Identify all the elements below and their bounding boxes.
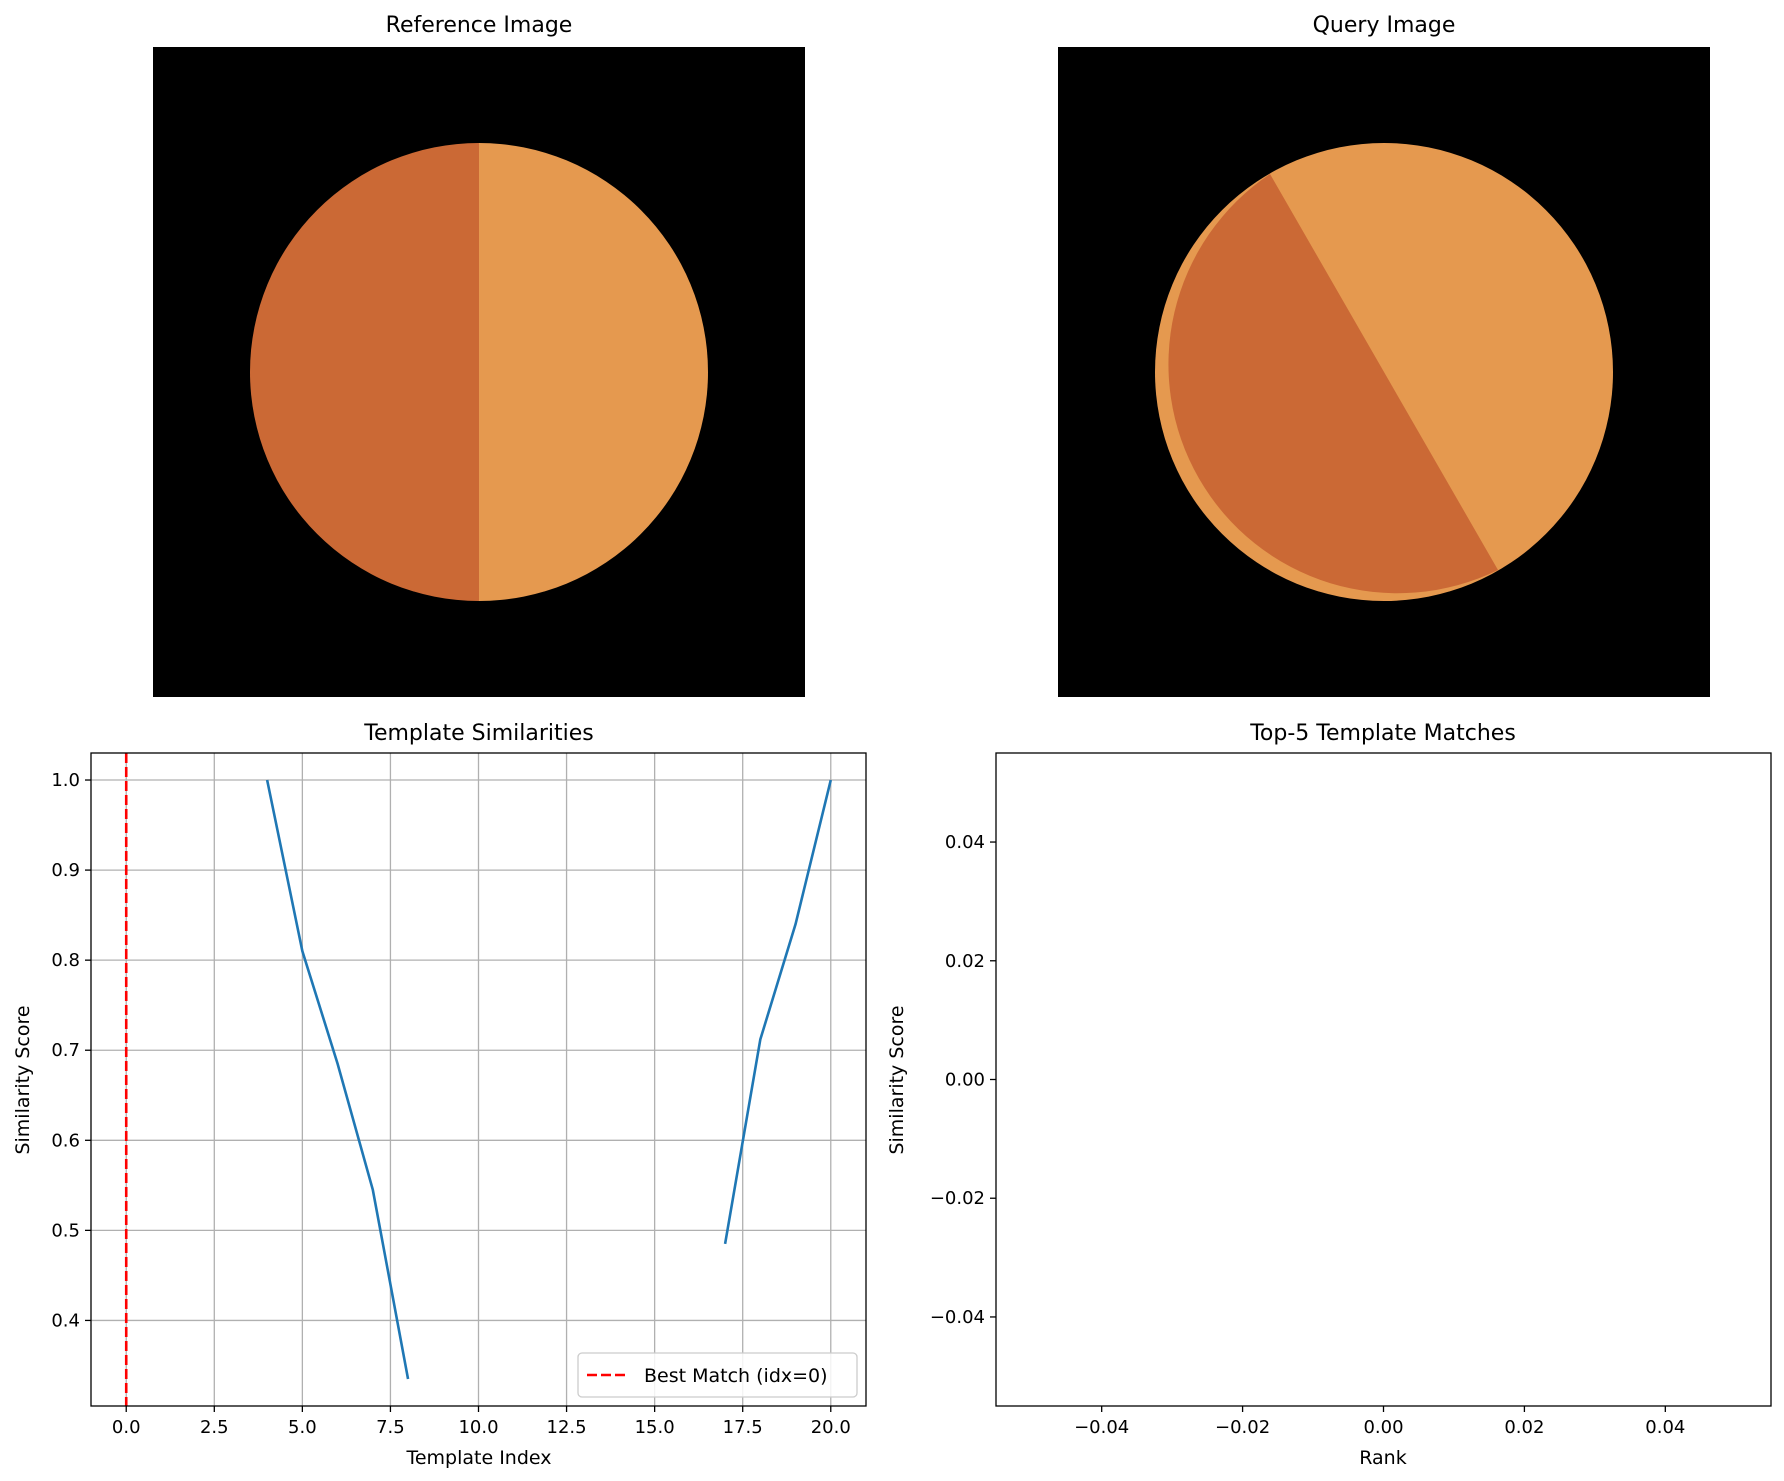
y-tick-label: −0.02	[930, 1188, 985, 1209]
y-tick-label: 0.4	[51, 1310, 80, 1331]
x-tick-label: 0.04	[1645, 1417, 1685, 1438]
legend-box	[577, 1352, 858, 1398]
y-tick-label: 1.0	[51, 770, 80, 791]
y-tick-label: 0.7	[51, 1040, 80, 1061]
x-tick-label: 20.0	[811, 1417, 851, 1438]
similarities-legend: Best Match (idx=0)	[577, 1352, 858, 1398]
x-tick-label: −0.02	[1215, 1417, 1270, 1438]
top5-y-ticks: −0.04 −0.02 0.00 0.02 0.04	[930, 832, 996, 1328]
legend-best-match-label: Best Match (idx=0)	[644, 1365, 828, 1387]
similarities-chart: Template Similarities 0.0 2.5 5.0 7.5 10.0 12…	[12, 721, 867, 1469]
top5-ylabel: Similarity Score	[886, 1005, 908, 1154]
x-tick-label: 12.5	[547, 1417, 587, 1438]
top5-chart: Top-5 Template Matches −0.04 −0.02 0.00 0.0…	[886, 721, 1772, 1469]
y-tick-label: 0.02	[945, 951, 985, 972]
similarities-y-ticks: 0.4 0.5 0.6 0.7 0.8 0.9 1.0	[51, 770, 91, 1331]
x-tick-label: 15.0	[635, 1417, 675, 1438]
similarities-series	[265, 779, 833, 1380]
similarities-grid	[91, 753, 866, 1406]
similarities-title: Template Similarities	[363, 721, 594, 746]
x-tick-label: −0.04	[1074, 1417, 1129, 1438]
query-image-title: Query Image	[1313, 13, 1456, 38]
x-tick-label: 10.0	[458, 1417, 498, 1438]
similarities-ylabel: Similarity Score	[12, 1005, 34, 1154]
y-tick-label: 0.8	[51, 950, 80, 971]
reference-circle-right-half	[479, 143, 708, 601]
top5-x-ticks: −0.04 −0.02 0.00 0.02 0.04	[1074, 1406, 1685, 1438]
y-tick-label: 0.04	[945, 832, 985, 853]
x-tick-label: 7.5	[376, 1417, 405, 1438]
x-tick-label: 2.5	[200, 1417, 229, 1438]
x-tick-label: 17.5	[723, 1417, 763, 1438]
similarity-line-segment	[723, 779, 833, 1245]
x-tick-label: 0.02	[1504, 1417, 1544, 1438]
x-tick-label: 0.00	[1363, 1417, 1403, 1438]
y-tick-label: −0.04	[930, 1307, 985, 1328]
y-tick-label: 0.6	[51, 1130, 80, 1151]
top5-title: Top-5 Template Matches	[1249, 721, 1516, 746]
y-tick-label: 0.00	[945, 1070, 985, 1091]
x-tick-label: 5.0	[288, 1417, 317, 1438]
x-tick-label: 0.0	[112, 1417, 141, 1438]
top5-plot-frame	[995, 752, 1772, 1407]
similarities-x-ticks: 0.0 2.5 5.0 7.5 10.0 12.5 15.0 17.5 20.0	[112, 1406, 851, 1438]
y-tick-label: 0.5	[51, 1220, 80, 1241]
reference-circle-left-half	[250, 143, 479, 601]
reference-image-panel: Reference Image	[153, 13, 805, 697]
similarities-xlabel: Template Index	[405, 1447, 551, 1469]
reference-image-title: Reference Image	[386, 13, 573, 38]
query-circle-lower-left	[1168, 174, 1498, 594]
query-image-panel: Query Image	[1058, 13, 1710, 697]
top5-xlabel: Rank	[1359, 1447, 1406, 1469]
y-tick-label: 0.9	[51, 860, 80, 881]
